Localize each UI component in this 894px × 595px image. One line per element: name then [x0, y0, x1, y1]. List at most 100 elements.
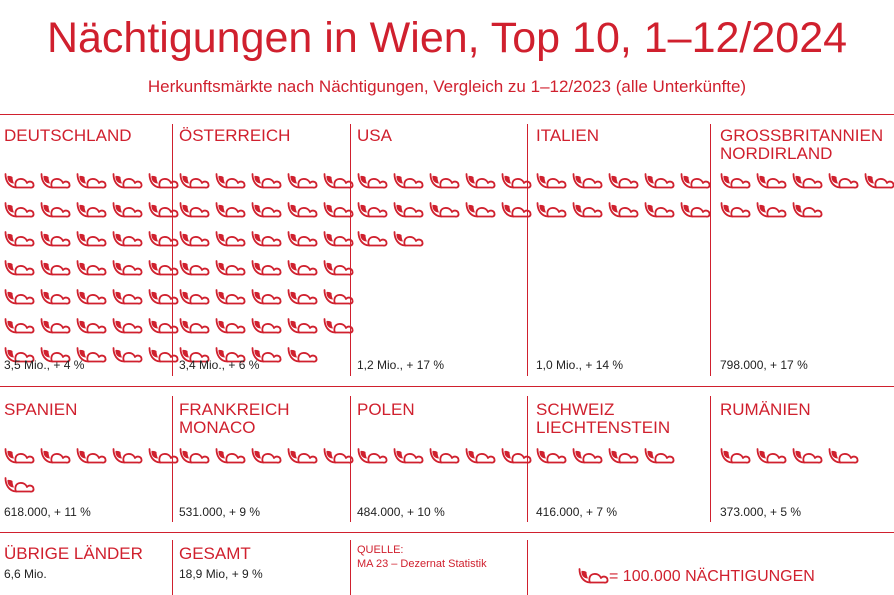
bed-icon	[148, 202, 179, 218]
bed-icon	[828, 173, 859, 189]
bed-icon	[40, 448, 71, 464]
divider-col-3b	[527, 396, 528, 522]
bed-icon	[756, 448, 787, 464]
bed-icon	[287, 260, 318, 276]
bed-icon	[148, 231, 179, 247]
bed-icon	[287, 173, 318, 189]
bed-icon	[792, 202, 823, 218]
divider-col-2c	[350, 540, 351, 595]
bed-icon	[179, 173, 210, 189]
divider-row2	[0, 532, 894, 533]
bed-icon	[251, 202, 282, 218]
bed-icon	[148, 260, 179, 276]
bed-icon	[112, 231, 143, 247]
bed-icon	[148, 318, 179, 334]
bed-icon	[720, 173, 751, 189]
bed-icon	[148, 173, 179, 189]
bed-icon	[680, 202, 711, 218]
bed-icon	[429, 173, 460, 189]
bed-icon	[429, 448, 460, 464]
bed-icon	[40, 347, 71, 363]
bed-icon	[251, 448, 282, 464]
market-value: 1,0 Mio., + 14 %	[536, 358, 624, 372]
market-value: 484.000, + 10 %	[357, 505, 445, 519]
other-countries-name: ÜBRIGE LÄNDER	[4, 544, 143, 563]
divider-col-1b	[172, 396, 173, 522]
bed-icon	[179, 231, 210, 247]
bed-icon	[112, 289, 143, 305]
bed-icon	[287, 448, 318, 464]
page-title: Nächtigungen in Wien, Top 10, 1–12/2024	[46, 14, 848, 62]
bed-icon	[536, 448, 567, 464]
bed-icon	[251, 260, 282, 276]
source-text: MA 23 – Dezernat Statistik	[357, 558, 487, 570]
total-value: 18,9 Mio, + 9 %	[179, 567, 263, 581]
divider-col-1	[172, 124, 173, 376]
divider-col-3	[527, 124, 528, 376]
bed-icon	[4, 347, 35, 363]
bed-icon	[251, 289, 282, 305]
bed-icon	[215, 347, 246, 363]
market-name: DEUTSCHLAND	[4, 126, 132, 145]
divider-top	[0, 114, 894, 115]
bed-icon	[4, 448, 35, 464]
bed-icon	[572, 173, 603, 189]
market-value: 1,2 Mio., + 17 %	[357, 358, 445, 372]
market-name: USA	[357, 126, 392, 145]
bed-icon	[393, 231, 424, 247]
bed-icon	[536, 173, 567, 189]
bed-icon	[644, 202, 675, 218]
bed-icon	[287, 318, 318, 334]
bed-icon	[323, 318, 354, 334]
bed-icon	[357, 173, 388, 189]
bed-icon	[864, 173, 894, 189]
bed-icon	[393, 173, 424, 189]
bed-icon	[4, 202, 35, 218]
market-value: 3,4 Mio., + 6 %	[179, 358, 260, 372]
bed-icon	[76, 448, 107, 464]
bed-icon	[112, 448, 143, 464]
bed-icon	[4, 477, 35, 493]
bed-icon	[323, 448, 354, 464]
bed-icon	[429, 202, 460, 218]
bed-icon	[148, 347, 179, 363]
bed-icon	[251, 347, 282, 363]
bed-icon	[4, 260, 35, 276]
bed-icon	[720, 202, 751, 218]
bed-icon	[357, 448, 388, 464]
bed-icon	[720, 448, 751, 464]
bed-icon	[287, 202, 318, 218]
bed-icon	[465, 173, 496, 189]
page-subtitle: Herkunftsmärkte nach Nächtigungen, Vergl…	[147, 77, 747, 96]
bed-icon	[215, 231, 246, 247]
bed-icon	[465, 448, 496, 464]
divider-col-4	[710, 124, 711, 376]
bed-icon	[578, 568, 609, 584]
bed-icon	[323, 231, 354, 247]
bed-icon	[215, 318, 246, 334]
bed-icon	[40, 260, 71, 276]
bed-icon	[40, 289, 71, 305]
total-name: GESAMT	[179, 544, 251, 563]
bed-icon	[393, 448, 424, 464]
bed-icon	[792, 448, 823, 464]
bed-icon	[572, 448, 603, 464]
bed-icon	[828, 448, 859, 464]
bed-icon	[501, 202, 532, 218]
legend-text: = 100.000 NÄCHTIGUNGEN	[609, 568, 815, 585]
bed-icon	[40, 231, 71, 247]
bed-icon	[76, 260, 107, 276]
market-name: RUMÄNIEN	[720, 400, 811, 419]
divider-col-2	[350, 124, 351, 376]
bed-icon	[215, 260, 246, 276]
bed-icon	[179, 289, 210, 305]
bed-icon	[287, 347, 318, 363]
bed-icon	[756, 202, 787, 218]
bed-icon	[251, 318, 282, 334]
bed-icon	[287, 231, 318, 247]
market-name: FRANKREICH MONACO	[179, 400, 290, 437]
bed-icon	[251, 231, 282, 247]
divider-col-3c	[527, 540, 528, 595]
bed-icon	[501, 448, 532, 464]
bed-icon	[644, 448, 675, 464]
